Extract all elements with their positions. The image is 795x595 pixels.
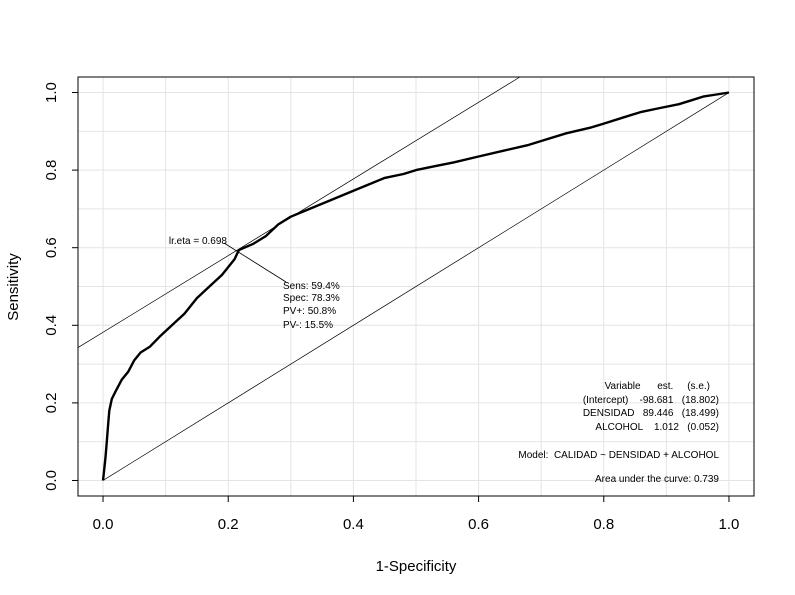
model-table-header: Variable est. (s.e.) [605, 381, 710, 392]
cutoff-pv-plus: PV+: 50.8% [283, 306, 336, 317]
y-tick-label: 0.6 [43, 237, 60, 258]
y-tick-label: 0.4 [43, 315, 60, 336]
y-tick-label: 0.0 [43, 470, 60, 491]
roc-curve [101, 91, 730, 481]
x-tick-label: 0.2 [218, 516, 239, 533]
x-tick-label: 0.4 [343, 516, 364, 533]
x-tick-label: 0.0 [93, 516, 114, 533]
x-axis: 0.0 0.2 0.4 0.6 0.8 1.0 [93, 496, 740, 533]
model-table-intercept: (Intercept) -98.681 (18.802) [583, 395, 719, 406]
y-axis: 0.0 0.2 0.4 0.6 0.8 1.0 [43, 82, 78, 491]
lr-eta-label: lr.eta = 0.698 [169, 236, 228, 247]
model-table-alcohol: ALCOHOL 1.012 (0.052) [595, 422, 719, 433]
x-tick-label: 0.6 [468, 516, 489, 533]
y-axis-title: Sensitivity [5, 253, 22, 321]
x-tick-label: 1.0 [719, 516, 740, 533]
cutoff-pv-minus: PV-: 15.5% [283, 320, 333, 331]
cutoff-sens: Sens: 59.4% [283, 281, 340, 292]
plot-frame [77, 76, 755, 497]
y-tick-label: 1.0 [43, 82, 60, 103]
x-axis-title: 1-Specificity [376, 558, 457, 575]
auc-label: Area under the curve: 0.739 [595, 474, 719, 485]
x-tick-label: 0.8 [593, 516, 614, 533]
model-table-densidad: DENSIDAD 89.446 (18.499) [583, 408, 719, 419]
reference-lines [77, 76, 730, 481]
model-formula: Model: CALIDAD ~ DENSIDAD + ALCOHOL [518, 450, 719, 461]
cutoff-spec: Spec: 78.3% [283, 293, 340, 304]
y-tick-label: 0.8 [43, 160, 60, 181]
lr-eta-leader-line [223, 242, 287, 283]
diagonal-reference-line [102, 92, 730, 481]
y-tick-label: 0.2 [43, 392, 60, 413]
